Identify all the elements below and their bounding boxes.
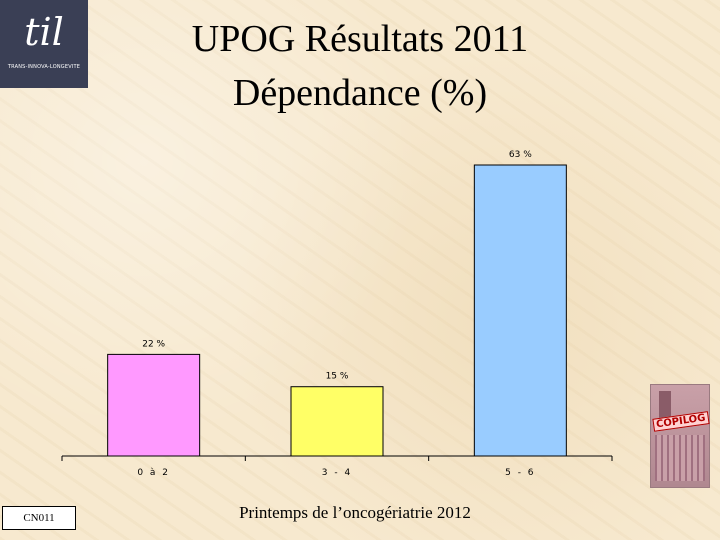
category-label-2: 5 - 6 <box>505 468 535 478</box>
page-title-line2: Dépendance (%) <box>232 72 488 114</box>
logo-mark: til <box>24 10 64 54</box>
category-label-0: 0 à 2 <box>137 468 170 478</box>
category-label-1: 3 - 4 <box>322 468 352 478</box>
bars-group <box>107 164 567 457</box>
data-label-0: 22 % <box>142 339 165 349</box>
data-labels-group: 22 % 15 % 63 % <box>142 150 532 382</box>
til-logo: til TRANS-INNOVA-LONGEVITE <box>0 0 88 88</box>
data-label-2: 63 % <box>509 150 532 160</box>
page-title-line1: UPOG Résultats 2011 <box>191 18 529 60</box>
bar-2 <box>473 164 567 457</box>
category-labels-group: 0 à 2 3 - 4 5 - 6 <box>137 468 535 478</box>
copilog-badge: COPILOG <box>650 384 710 488</box>
slide-code-box: CN011 <box>2 506 76 530</box>
bar-1 <box>290 386 384 457</box>
x-axis-ticks <box>61 456 613 461</box>
bar-0 <box>107 353 201 457</box>
badge-pattern <box>655 435 705 481</box>
cathedral-icon <box>659 391 671 419</box>
data-label-1: 15 % <box>326 372 349 382</box>
logo-subtitle: TRANS-INNOVA-LONGEVITE <box>7 64 81 70</box>
footer-text: Printemps de l’oncogériatrie 2012 <box>239 503 471 522</box>
